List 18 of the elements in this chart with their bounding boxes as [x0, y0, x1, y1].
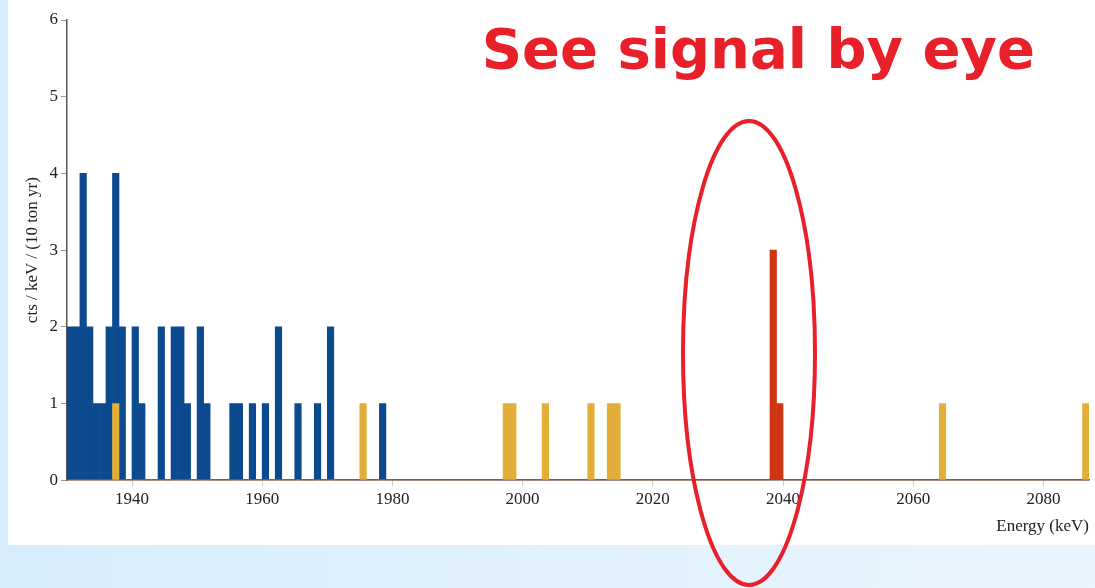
y-tick-label: 1	[49, 392, 58, 412]
y-axis-title: cts / keV / (10 ton yr)	[21, 177, 41, 324]
x-tick-label: 1980	[375, 488, 410, 508]
y-tick-label: 0	[49, 469, 58, 489]
x-tick-label: 2040	[766, 488, 801, 508]
y-tick-label: 5	[49, 86, 58, 106]
y-tick-label: 6	[49, 9, 58, 29]
y-tick-label: 2	[49, 316, 58, 336]
x-tick-label: 2080	[1026, 488, 1061, 508]
x-tick-label: 2020	[635, 488, 670, 508]
x-tick-label: 2060	[896, 488, 931, 508]
annotation: See signal by eye	[481, 16, 1035, 81]
y-tick-label: 4	[49, 162, 59, 182]
x-axis-title: Energy (keV)	[996, 516, 1089, 536]
x-tick-label: 1940	[115, 488, 149, 508]
y-tick-label: 3	[49, 239, 58, 259]
x-tick-label: 1960	[245, 488, 280, 508]
x-tick-label: 2000	[505, 488, 540, 508]
